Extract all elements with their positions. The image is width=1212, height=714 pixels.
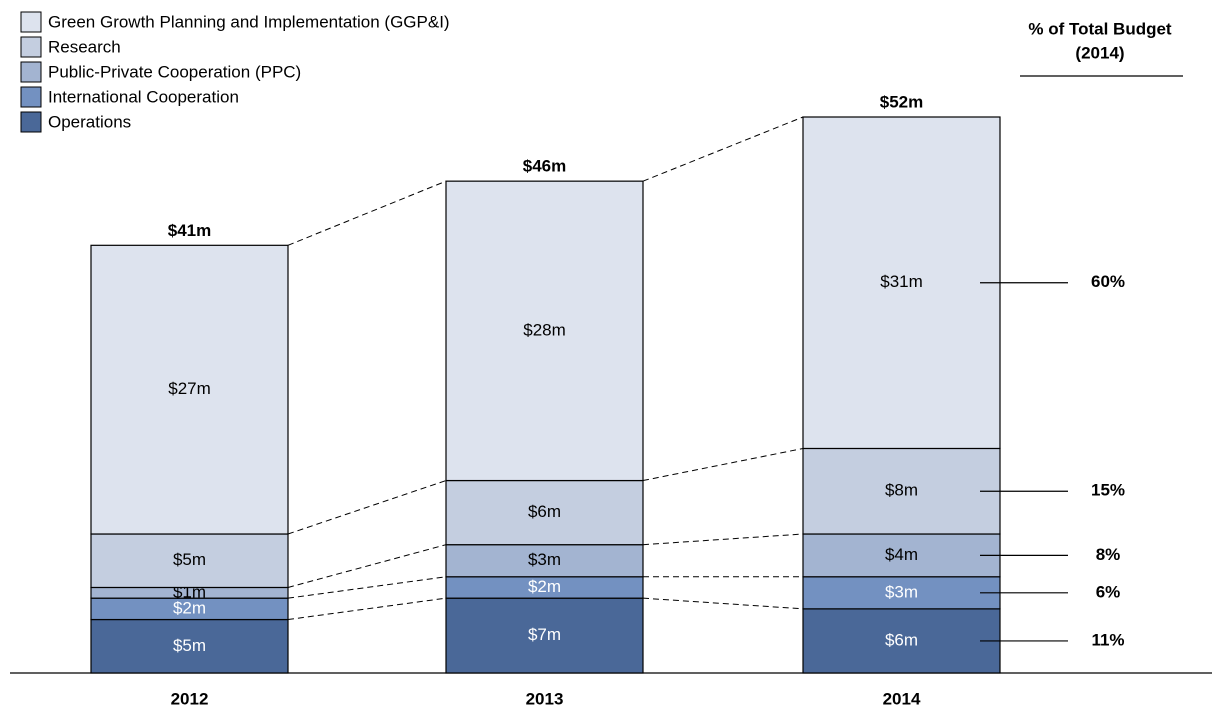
value-label: $4m xyxy=(885,545,918,564)
bar-segment xyxy=(445,180,644,482)
total-label: $52m xyxy=(880,92,923,111)
value-label: $2m xyxy=(173,598,206,617)
value-label: $3m xyxy=(885,582,918,601)
value-label: $5m xyxy=(173,636,206,655)
bar-segment xyxy=(90,618,289,674)
legend-swatch xyxy=(20,111,42,133)
value-label: $2m xyxy=(528,577,561,596)
bar-segment xyxy=(445,544,644,578)
legend-label: Green Growth Planning and Implementation… xyxy=(48,12,450,31)
connector xyxy=(287,544,447,588)
x-tick-label: 2014 xyxy=(883,689,921,708)
bar-segment xyxy=(445,479,644,546)
bar-segment xyxy=(90,244,289,535)
bar-segment xyxy=(90,533,289,589)
connector xyxy=(642,116,804,182)
legend-label: International Cooperation xyxy=(48,87,239,106)
share-label: 8% xyxy=(1096,545,1121,564)
legend-swatch xyxy=(20,86,42,108)
share-label: 6% xyxy=(1096,582,1121,601)
legend-label: Research xyxy=(48,37,121,56)
connector xyxy=(642,597,804,610)
legend-label: Operations xyxy=(48,112,131,131)
x-tick-label: 2013 xyxy=(526,689,564,708)
value-label: $7m xyxy=(528,625,561,644)
bar-segment xyxy=(802,533,1001,578)
connector xyxy=(642,447,804,482)
legend-swatch xyxy=(20,11,42,33)
share-title: % of Total Budget xyxy=(1028,19,1172,38)
connector xyxy=(287,180,447,246)
value-label: $28m xyxy=(523,320,566,339)
connector xyxy=(287,480,447,535)
total-label: $41m xyxy=(168,221,211,240)
value-label: $6m xyxy=(528,502,561,521)
legend-swatch xyxy=(20,36,42,58)
total-label: $46m xyxy=(523,157,566,176)
value-label: $6m xyxy=(885,630,918,649)
connector xyxy=(287,576,447,599)
value-label: $31m xyxy=(880,272,923,291)
share-label: 11% xyxy=(1091,630,1124,649)
connector xyxy=(642,533,804,546)
value-label: $5m xyxy=(173,550,206,569)
legend-swatch xyxy=(20,61,42,83)
connector xyxy=(287,597,447,621)
bar-segment xyxy=(802,447,1001,535)
value-label: $3m xyxy=(528,550,561,569)
x-tick-label: 2012 xyxy=(171,689,209,708)
legend-label: Public-Private Cooperation (PPC) xyxy=(48,62,301,81)
value-label: $27m xyxy=(168,379,211,398)
share-title: (2014) xyxy=(1075,43,1124,62)
share-label: 60% xyxy=(1091,272,1125,291)
share-label: 15% xyxy=(1091,481,1125,500)
bar-segment xyxy=(445,597,644,674)
value-label: $8m xyxy=(885,481,918,500)
